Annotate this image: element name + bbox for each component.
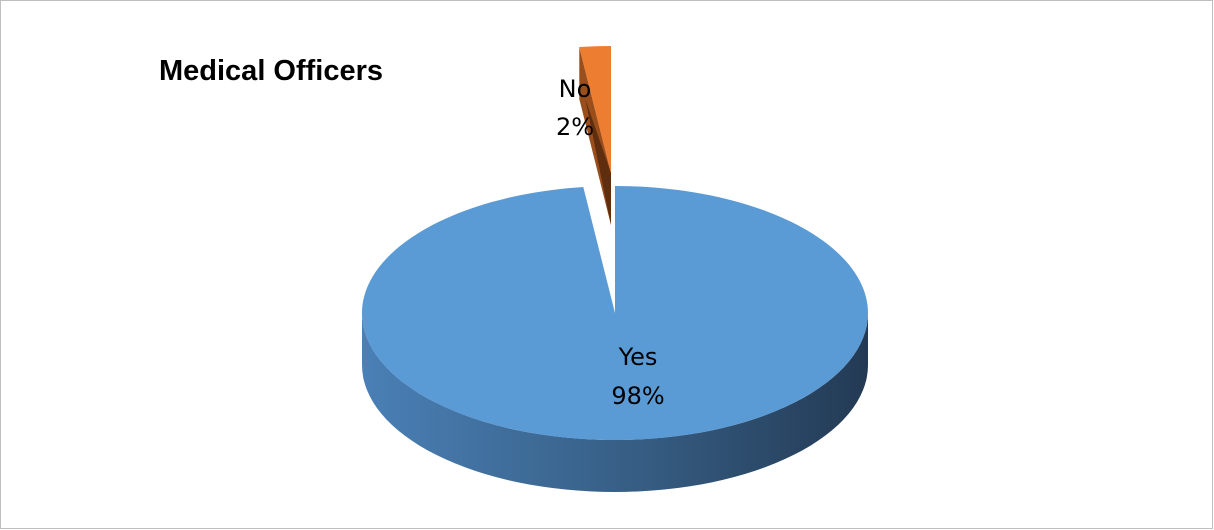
data-label-no-percent: 2% [556,113,594,141]
pie-slice-yes-group [361,186,868,492]
pie-slice-no [579,45,611,173]
pie-slice-no-wall-right [585,99,611,225]
pie-slice-yes-side [362,313,868,492]
data-label-yes-name: Yes [618,343,658,371]
data-label-yes-percent: 98% [611,382,664,410]
pie-slice-no-group [579,45,611,225]
chart-title: Medical Officers [159,55,384,87]
data-label-no-name: No [559,75,592,103]
pie-slice-yes [361,186,868,440]
